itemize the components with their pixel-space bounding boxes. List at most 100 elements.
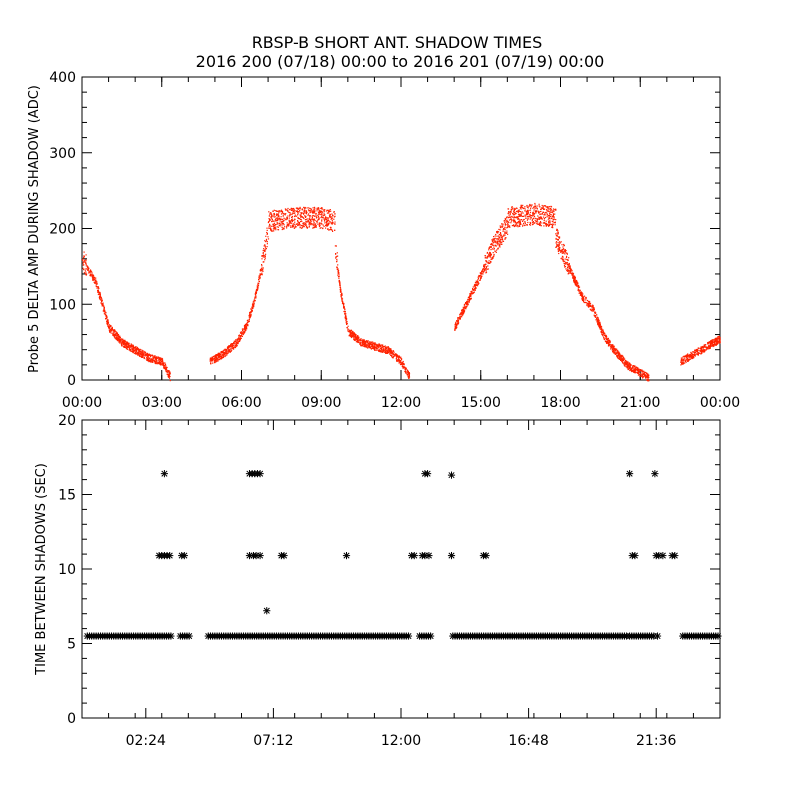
- data-point: [478, 276, 480, 278]
- data-point: [286, 218, 288, 220]
- data-point: [400, 356, 402, 358]
- data-point: [539, 213, 541, 216]
- data-point: [600, 326, 602, 328]
- data-point: [95, 283, 97, 285]
- data-point: [107, 324, 109, 327]
- data-point: [149, 360, 151, 362]
- data-point: [472, 286, 474, 288]
- data-point: [532, 213, 534, 215]
- data-point: [468, 301, 470, 303]
- data-point: [544, 216, 547, 219]
- data-point: [282, 211, 284, 213]
- data-point: [489, 261, 492, 263]
- data-point: [261, 258, 263, 260]
- data-point: [506, 232, 508, 234]
- data-point: [141, 353, 143, 355]
- data-point: [131, 350, 133, 352]
- data-point: [638, 369, 640, 372]
- data-point: [507, 233, 509, 235]
- data-point: [313, 208, 315, 210]
- data-point: [89, 271, 91, 273]
- data-point: [380, 347, 382, 349]
- data-point: [490, 258, 492, 260]
- data-point: [318, 217, 320, 219]
- data-point: [276, 222, 278, 224]
- data-point: [88, 272, 90, 274]
- data-point: [287, 210, 289, 213]
- data-point: [648, 375, 650, 377]
- data-point: [488, 255, 490, 257]
- data-point: [609, 340, 611, 343]
- data-point: [483, 270, 485, 272]
- data-point: [404, 370, 406, 372]
- data-point: [627, 361, 629, 363]
- data-point: [316, 210, 318, 212]
- data-point: [230, 350, 232, 352]
- data-point: [249, 312, 251, 314]
- data-point: [157, 357, 159, 359]
- data-point: [468, 296, 470, 298]
- data-point: [345, 313, 347, 315]
- data-point: [222, 356, 225, 359]
- data-point: [531, 224, 534, 226]
- data-point: [263, 256, 265, 258]
- data-point: [519, 215, 521, 217]
- data-point: [316, 220, 318, 222]
- data-point: [566, 263, 568, 266]
- data-point: [244, 331, 246, 333]
- data-point: [524, 221, 526, 223]
- data-point: [294, 214, 296, 216]
- data-point: [521, 205, 523, 208]
- data-point: [367, 340, 369, 342]
- data-point: [108, 328, 110, 330]
- data-point: [564, 260, 566, 262]
- data-point: [291, 215, 294, 218]
- data-point: [483, 265, 485, 267]
- data-point: [611, 346, 614, 348]
- data-point: [612, 349, 614, 351]
- data-point: [547, 208, 549, 210]
- data-point: [320, 207, 322, 209]
- data-point: [559, 247, 561, 249]
- data-point: [252, 303, 254, 305]
- data-point: [572, 273, 575, 275]
- data-point: [166, 367, 168, 369]
- data-point: [563, 260, 565, 263]
- data-point: [93, 281, 95, 283]
- data-point: [294, 221, 296, 223]
- data-point: [277, 226, 279, 228]
- data-point: [389, 352, 392, 354]
- data-point: [581, 298, 583, 300]
- data-point: [344, 312, 346, 314]
- data-point: [484, 264, 486, 266]
- data-point: [291, 208, 293, 210]
- data-point: [238, 341, 240, 343]
- data-point: [360, 344, 362, 346]
- data-point: [534, 208, 536, 210]
- data-point: [601, 334, 604, 336]
- data-point: [167, 375, 169, 377]
- data-point: [304, 212, 306, 214]
- data-point: [271, 217, 273, 219]
- data-point: [370, 341, 372, 343]
- data-point: [474, 289, 476, 291]
- data-point: [566, 270, 568, 272]
- data-point: [561, 251, 563, 253]
- data-point: [620, 355, 622, 357]
- data-point: [522, 212, 524, 214]
- data-point: [330, 226, 332, 229]
- data-point: [527, 211, 529, 213]
- data-point: [559, 250, 561, 252]
- data-point: [283, 219, 285, 221]
- data-point: [527, 213, 529, 216]
- data-point: [214, 358, 216, 360]
- data-point: [390, 351, 392, 353]
- data-point: [165, 369, 168, 371]
- data-point: [493, 244, 495, 246]
- data-point: [345, 314, 347, 317]
- data-point: [484, 265, 486, 267]
- data-point: [646, 377, 648, 379]
- data-point: [142, 353, 144, 355]
- data-point: [382, 344, 384, 346]
- data-point: [474, 287, 476, 289]
